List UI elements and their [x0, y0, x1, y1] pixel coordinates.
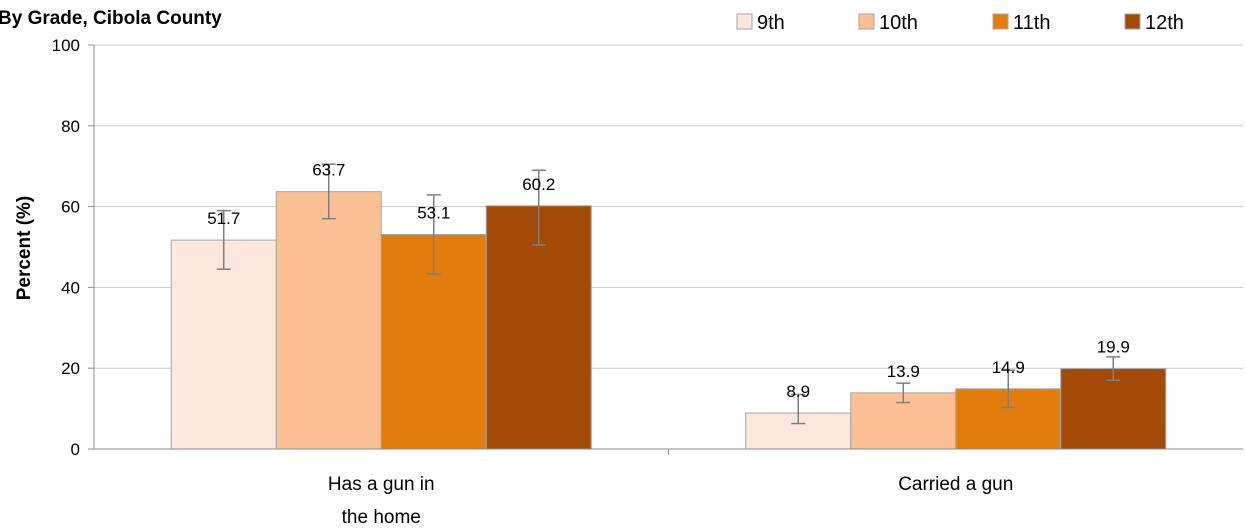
legend-swatch: [858, 13, 875, 30]
data-label: 19.9: [1097, 338, 1130, 357]
legend-swatch: [736, 13, 753, 30]
y-tick-label: 60: [61, 198, 80, 217]
bar: [170, 239, 277, 450]
data-label: 13.9: [887, 362, 920, 381]
legend-swatch: [1124, 13, 1141, 30]
legend-label: 10th: [879, 12, 918, 34]
x-category-label: the home: [342, 507, 421, 528]
chart-title: By Grade, Cibola County: [0, 8, 222, 29]
data-label: 53.1: [417, 203, 450, 222]
legend-swatch: [992, 13, 1009, 30]
legend-label: 12th: [1145, 12, 1184, 34]
legend: 9th 10th 11th 12th: [736, 12, 1184, 34]
bars: [170, 191, 1167, 450]
data-label: 51.7: [207, 209, 240, 228]
data-label: 14.9: [992, 358, 1025, 377]
y-tick-label: 40: [61, 278, 80, 297]
bar: [275, 191, 382, 450]
axes: 0 20 40 60 80 100 Has a gun in the home Carried …: [52, 36, 1243, 528]
data-label: 8.9: [786, 382, 810, 401]
y-tick-label: 100: [52, 36, 80, 55]
error-bars: [216, 163, 1121, 425]
legend-label: 9th: [757, 12, 785, 34]
y-tick-label: 0: [71, 440, 80, 459]
y-tick-label: 80: [61, 117, 80, 136]
data-label: 60.2: [522, 175, 555, 194]
y-axis-label: Percent (%): [14, 196, 35, 301]
x-category-label: Carried a gun: [898, 474, 1013, 495]
data-labels: 51.7 63.7 53.1 60.2 8.9 13.9 14.9 19.9: [207, 161, 1130, 401]
x-category-label: Has a gun in: [328, 474, 435, 495]
legend-label: 11th: [1013, 12, 1050, 34]
data-label: 63.7: [312, 161, 345, 180]
bar: [485, 205, 592, 450]
y-tick-label: 20: [61, 359, 80, 378]
